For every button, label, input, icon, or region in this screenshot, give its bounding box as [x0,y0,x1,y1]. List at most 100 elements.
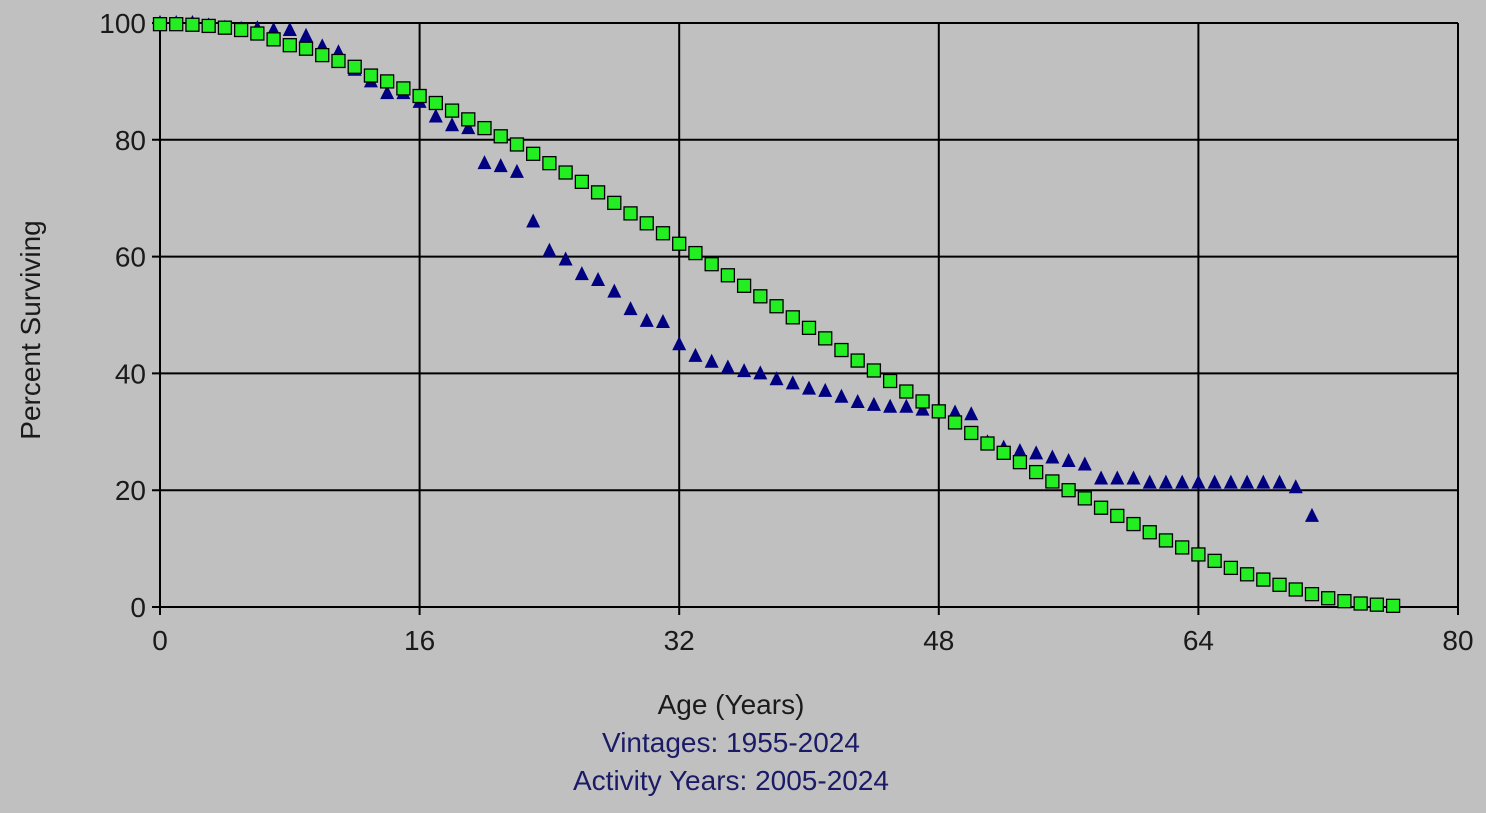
square-point [1029,464,1044,480]
triangle-point [720,359,735,374]
square-point [1191,547,1206,562]
triangle-point [380,85,395,100]
triangle-point [915,401,930,416]
square-point [1288,582,1303,597]
square-point [850,353,865,368]
square-point [250,26,265,41]
square-point [185,17,200,32]
square-point [1256,572,1271,587]
square-point [688,245,703,261]
triangle-point [1110,470,1125,485]
y-tick-label: 40 [115,358,146,389]
square-point [899,384,914,399]
square-point [964,425,979,441]
square-point [558,165,573,180]
triangle-point [509,163,524,178]
square-point [1223,560,1238,576]
square-point [444,103,460,118]
square-point [1126,516,1141,532]
square-point [1369,597,1385,612]
x-tick-label: 32 [664,625,695,656]
square-point [266,32,281,47]
square-point [655,226,671,241]
x-tick-label: 80 [1442,625,1473,656]
triangle-point [1256,474,1271,489]
square-point [1077,491,1092,506]
x-tick-label: 64 [1183,625,1214,656]
triangle-point [1304,507,1319,522]
triangle-point [866,396,881,411]
square-point [1353,596,1368,611]
square-point [996,445,1011,460]
square-point [1093,500,1109,515]
square-point [509,137,525,152]
x-axis-title: Age (Years) [658,689,805,720]
y-tick-label: 100 [99,8,146,39]
square-point [574,174,589,189]
x-tick-label: 48 [923,625,954,656]
subtitle-activity-years: Activity Years: 2005-2024 [573,765,889,796]
triangle-point [591,271,606,286]
square-point [461,112,476,127]
square-point [1158,533,1174,548]
triangle-point [282,22,297,37]
square-point [1175,540,1190,555]
square-point [1304,587,1320,602]
triangle-point [428,108,443,123]
square-point [1321,591,1336,606]
subtitle-vintages: Vintages: 1955-2024 [602,727,860,758]
triangle-point [1272,474,1287,489]
square-point [980,436,995,451]
triangle-point [834,388,849,403]
triangle-point [1175,474,1190,489]
triangle-point [1094,470,1109,485]
square-point [736,278,752,293]
triangle-point [850,394,865,409]
square-point [298,41,314,56]
square-point [704,257,719,272]
square-point [477,120,492,136]
square-point [931,404,946,419]
square-point [1045,474,1060,489]
triangle-point [1012,443,1027,458]
x-tick-label: 0 [152,625,168,656]
square-point [201,18,216,34]
triangle-point [964,406,979,421]
square-point [396,81,411,96]
triangle-point [477,155,492,170]
square-point [526,146,541,161]
square-point [818,331,833,346]
triangle-point [558,251,573,266]
triangle-point [1045,449,1060,464]
square-point [1385,598,1401,613]
triangle-point [1240,474,1255,489]
y-tick-label: 0 [130,592,146,623]
triangle-point [753,365,768,380]
triangle-point [1126,470,1141,485]
triangle-point [704,353,719,368]
square-point [347,59,362,74]
series-square-points [152,17,1401,613]
series-layer [152,15,1401,613]
triangle-point [1061,453,1076,467]
triangle-point [623,301,638,316]
square-point [315,47,330,63]
triangle-point [899,398,914,413]
triangle-point [1191,474,1206,489]
triangle-point [1029,445,1044,460]
y-axis-ticks: 0 20 40 60 80 100 [99,8,146,623]
square-point [1272,577,1287,592]
triangle-point [818,382,833,397]
square-point [282,38,297,53]
square-point [915,394,930,409]
square-point [152,17,168,32]
square-point [623,206,638,221]
triangle-point [1223,474,1238,489]
square-point [217,20,233,35]
triangle-point [445,117,460,132]
y-tick-label: 20 [115,475,146,506]
square-point [834,342,849,358]
triangle-point [655,314,670,329]
